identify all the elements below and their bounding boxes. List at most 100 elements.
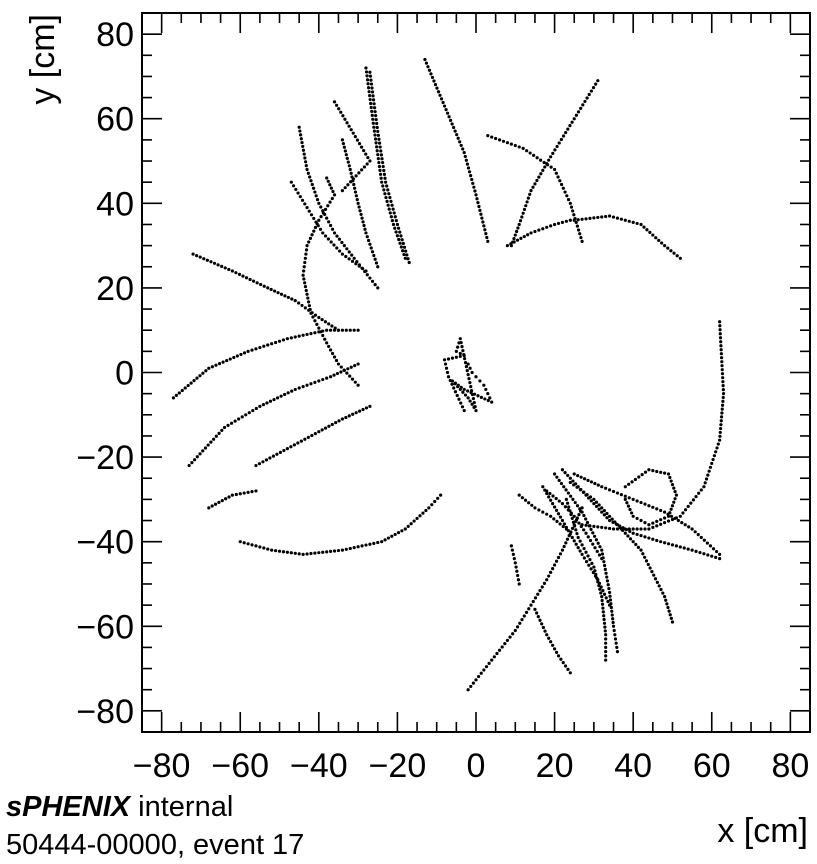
hit-marker bbox=[398, 230, 402, 234]
hit-marker bbox=[668, 613, 672, 617]
hit-marker bbox=[217, 500, 221, 505]
hit-marker bbox=[663, 541, 667, 545]
hit-marker bbox=[578, 507, 582, 511]
hit-marker bbox=[241, 274, 245, 278]
hit-marker bbox=[220, 264, 224, 268]
hit-marker bbox=[269, 287, 273, 292]
hit-marker bbox=[521, 146, 525, 150]
hit-marker bbox=[594, 500, 599, 504]
hit-marker bbox=[379, 153, 383, 157]
hit-marker bbox=[250, 490, 254, 494]
hit-marker bbox=[386, 203, 390, 207]
hit-marker bbox=[301, 148, 306, 152]
hit-marker bbox=[600, 215, 604, 219]
hit-marker bbox=[611, 215, 616, 219]
hit-marker bbox=[463, 393, 468, 397]
hit-marker bbox=[613, 637, 618, 641]
hit-marker bbox=[623, 218, 627, 222]
hit-marker bbox=[642, 225, 646, 229]
hit-marker bbox=[585, 520, 590, 525]
hit-marker bbox=[377, 137, 381, 141]
hit-marker bbox=[603, 625, 607, 629]
hit-marker bbox=[549, 165, 553, 169]
hit-marker bbox=[339, 370, 343, 374]
hit-marker bbox=[281, 338, 286, 342]
hit-marker bbox=[310, 182, 314, 187]
hit-marker bbox=[354, 194, 358, 198]
hit-marker bbox=[604, 571, 608, 575]
hit-marker bbox=[337, 419, 341, 423]
hit-marker bbox=[500, 645, 504, 649]
hit-marker bbox=[575, 485, 579, 489]
hit-marker bbox=[721, 384, 725, 388]
hit-marker bbox=[234, 492, 238, 497]
hit-marker bbox=[445, 111, 450, 115]
hit-marker bbox=[666, 246, 670, 250]
hit-marker bbox=[527, 607, 531, 611]
hit-marker bbox=[643, 555, 647, 559]
hit-marker bbox=[348, 328, 352, 332]
hit-marker bbox=[323, 426, 328, 430]
hit-marker bbox=[366, 238, 371, 243]
hit-marker bbox=[350, 259, 355, 263]
hit-marker bbox=[326, 204, 330, 208]
hit-marker bbox=[330, 227, 335, 231]
hit-marker bbox=[486, 134, 490, 138]
hit-marker bbox=[262, 284, 266, 288]
hit-marker bbox=[325, 176, 329, 180]
hit-marker bbox=[247, 411, 251, 415]
hit-marker bbox=[383, 538, 387, 542]
hit-marker bbox=[531, 185, 535, 189]
hit-marker bbox=[697, 491, 701, 495]
hit-marker bbox=[180, 388, 184, 393]
hit-marker bbox=[321, 211, 325, 215]
hit-marker bbox=[457, 341, 461, 345]
hit-marker bbox=[470, 370, 474, 375]
hit-marker bbox=[604, 526, 608, 530]
hit-marker bbox=[627, 482, 631, 486]
hit-marker bbox=[371, 94, 375, 98]
hit-marker bbox=[568, 476, 572, 480]
hit-marker bbox=[578, 539, 582, 543]
hit-marker bbox=[378, 145, 382, 149]
hit-marker bbox=[356, 201, 360, 205]
hit-marker bbox=[721, 399, 725, 404]
hit-marker bbox=[356, 362, 360, 366]
hit-marker bbox=[490, 658, 494, 662]
hit-marker bbox=[706, 473, 710, 477]
hit-marker bbox=[564, 488, 568, 492]
hit-marker bbox=[348, 374, 352, 378]
hit-marker bbox=[651, 537, 655, 541]
hit-marker bbox=[644, 559, 649, 563]
hit-marker bbox=[520, 215, 524, 219]
hit-marker bbox=[396, 531, 401, 535]
hit-marker bbox=[376, 540, 380, 545]
hit-marker bbox=[384, 180, 388, 184]
hit-marker bbox=[582, 556, 586, 560]
hit-marker bbox=[718, 336, 723, 340]
hit-marker bbox=[377, 141, 382, 145]
hit-marker bbox=[221, 360, 225, 364]
hit-marker bbox=[605, 579, 610, 583]
hit-marker bbox=[588, 558, 592, 562]
hit-marker bbox=[286, 295, 290, 300]
hit-marker bbox=[317, 315, 321, 320]
hit-marker bbox=[481, 220, 485, 224]
hit-marker bbox=[648, 566, 652, 570]
hit-marker bbox=[522, 207, 527, 212]
hit-marker bbox=[536, 592, 540, 596]
hit-marker bbox=[317, 218, 321, 222]
hit-marker bbox=[380, 157, 384, 161]
hit-marker bbox=[513, 628, 517, 633]
hit-marker bbox=[605, 575, 609, 579]
hit-marker bbox=[576, 228, 581, 232]
hit-marker bbox=[686, 547, 690, 551]
hit-marker bbox=[595, 576, 599, 580]
hit-marker bbox=[718, 320, 722, 324]
hit-marker bbox=[552, 647, 557, 651]
hit-marker bbox=[344, 153, 348, 157]
hit-marker bbox=[655, 524, 659, 528]
hit-marker bbox=[201, 449, 205, 453]
track-13 bbox=[187, 362, 360, 468]
hit-marker bbox=[469, 684, 473, 689]
